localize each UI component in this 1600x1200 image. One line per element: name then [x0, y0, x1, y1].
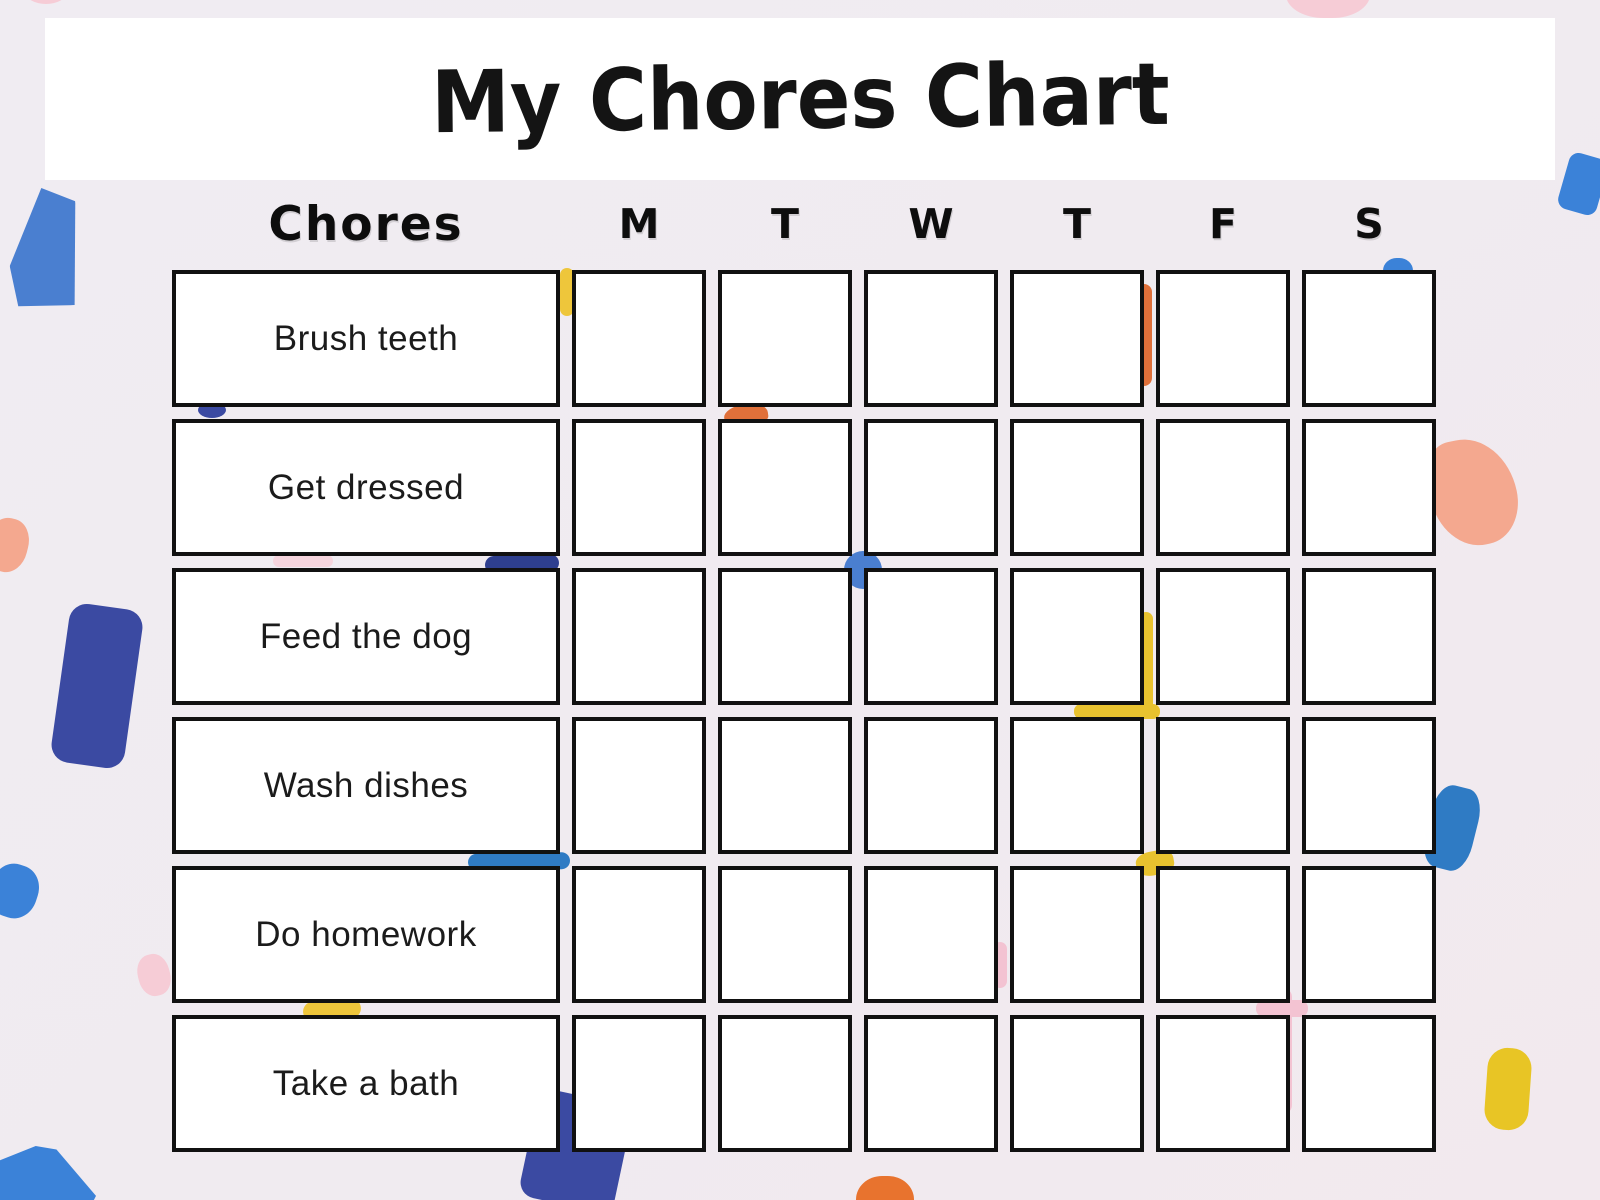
column-header-monday: M	[618, 200, 660, 248]
chore-cell-take-a-bath-f[interactable]	[1156, 1015, 1290, 1152]
chore-cell-wash-dishes-w[interactable]	[864, 717, 998, 854]
confetti-shape	[856, 1176, 914, 1200]
chore-label-take-a-bath: Take a bath	[172, 1015, 560, 1152]
chore-cell-brush-teeth-f[interactable]	[1156, 270, 1290, 407]
confetti-shape	[273, 555, 333, 567]
chore-cell-do-homework-w[interactable]	[864, 866, 998, 1003]
confetti-shape	[560, 268, 574, 316]
chore-cell-brush-teeth-m[interactable]	[572, 270, 706, 407]
chore-cell-feed-the-dog-m[interactable]	[572, 568, 706, 705]
chore-cell-wash-dishes-f[interactable]	[1156, 717, 1290, 854]
chore-cell-do-homework-t[interactable]	[718, 866, 852, 1003]
confetti-shape	[0, 513, 34, 577]
chore-cell-wash-dishes-th[interactable]	[1010, 717, 1144, 854]
confetti-shape	[26, 0, 66, 4]
chore-cell-feed-the-dog-t[interactable]	[718, 568, 852, 705]
column-header-chores: Chores	[268, 196, 464, 252]
chore-cell-feed-the-dog-w[interactable]	[864, 568, 998, 705]
chore-label-wash-dishes: Wash dishes	[172, 717, 560, 854]
column-header-saturday: S	[1354, 200, 1384, 248]
confetti-shape	[133, 950, 175, 1000]
chore-cell-get-dressed-f[interactable]	[1156, 419, 1290, 556]
chore-cell-wash-dishes-s[interactable]	[1302, 717, 1436, 854]
chore-cell-take-a-bath-w[interactable]	[864, 1015, 998, 1152]
confetti-shape	[1286, 0, 1370, 18]
column-header-thursday: T	[1063, 200, 1091, 248]
confetti-shape	[0, 1146, 96, 1200]
title-banner: My Chores Chart	[45, 18, 1555, 180]
chore-cell-brush-teeth-w[interactable]	[864, 270, 998, 407]
confetti-shape	[0, 857, 46, 925]
chore-cell-brush-teeth-th[interactable]	[1010, 270, 1144, 407]
column-header-wednesday: W	[908, 200, 954, 248]
chore-cell-do-homework-m[interactable]	[572, 866, 706, 1003]
chore-cell-get-dressed-s[interactable]	[1302, 419, 1436, 556]
chore-cell-take-a-bath-th[interactable]	[1010, 1015, 1144, 1152]
chore-cell-get-dressed-w[interactable]	[864, 419, 998, 556]
column-header-friday: F	[1208, 200, 1237, 248]
chore-cell-brush-teeth-t[interactable]	[718, 270, 852, 407]
chore-cell-feed-the-dog-f[interactable]	[1156, 568, 1290, 705]
confetti-shape	[1483, 1046, 1533, 1132]
confetti-shape	[1256, 1000, 1308, 1017]
chore-cell-do-homework-f[interactable]	[1156, 866, 1290, 1003]
chore-cell-feed-the-dog-s[interactable]	[1302, 568, 1436, 705]
chore-cell-get-dressed-th[interactable]	[1010, 419, 1144, 556]
column-header-tuesday: T	[771, 200, 799, 248]
chore-cell-feed-the-dog-th[interactable]	[1010, 568, 1144, 705]
chore-label-brush-teeth: Brush teeth	[172, 270, 560, 407]
confetti-shape	[49, 601, 145, 771]
chore-cell-take-a-bath-m[interactable]	[572, 1015, 706, 1152]
confetti-shape	[2, 185, 86, 312]
chore-cell-wash-dishes-m[interactable]	[572, 717, 706, 854]
confetti-shape	[1555, 150, 1600, 218]
chore-cell-get-dressed-t[interactable]	[718, 419, 852, 556]
chore-cell-take-a-bath-t[interactable]	[718, 1015, 852, 1152]
chore-label-feed-the-dog: Feed the dog	[172, 568, 560, 705]
page-title: My Chores Chart	[430, 44, 1170, 154]
chore-cell-do-homework-th[interactable]	[1010, 866, 1144, 1003]
confetti-shape	[1074, 704, 1160, 719]
chore-cell-do-homework-s[interactable]	[1302, 866, 1436, 1003]
chore-label-do-homework: Do homework	[172, 866, 560, 1003]
chore-cell-get-dressed-m[interactable]	[572, 419, 706, 556]
chore-cell-wash-dishes-t[interactable]	[718, 717, 852, 854]
chores-grid: Chores M T W T F S Brush teeth Get dress…	[172, 190, 1436, 1152]
chore-label-get-dressed: Get dressed	[172, 419, 560, 556]
chore-cell-brush-teeth-s[interactable]	[1302, 270, 1436, 407]
chore-cell-take-a-bath-s[interactable]	[1302, 1015, 1436, 1152]
